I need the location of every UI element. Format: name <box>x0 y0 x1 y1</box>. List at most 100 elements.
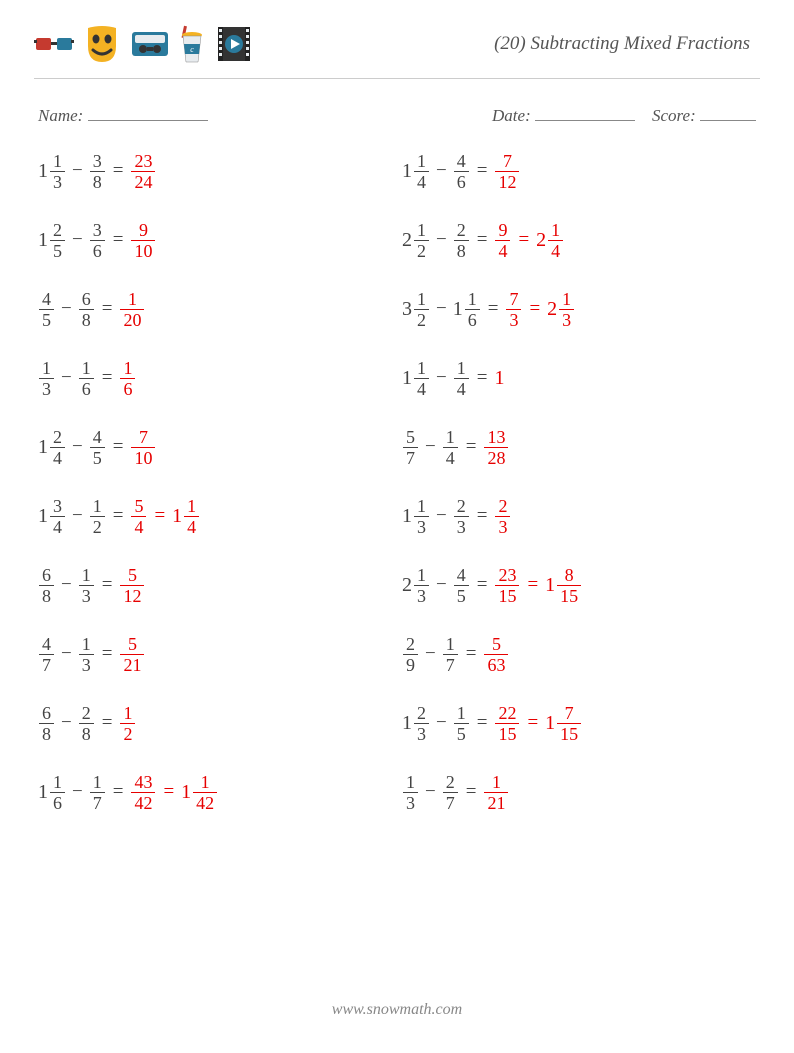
problem: 29−17=563 <box>402 635 756 674</box>
denominator: 4 <box>131 516 146 536</box>
denominator: 5 <box>50 240 65 260</box>
fraction: 23 <box>454 497 469 536</box>
equals-op: = <box>470 712 495 734</box>
numerator: 13 <box>484 428 508 447</box>
fraction: 17 <box>443 635 458 674</box>
numerator: 1 <box>79 359 94 378</box>
fraction: 45 <box>90 428 105 467</box>
fraction: 28 <box>454 221 469 260</box>
fraction: 14 <box>548 221 563 260</box>
name-field[interactable]: Name: <box>38 103 208 126</box>
denominator: 5 <box>454 723 469 743</box>
numerator: 7 <box>500 152 515 171</box>
score-blank[interactable] <box>700 103 756 121</box>
numerator: 1 <box>90 497 105 516</box>
denominator: 15 <box>495 723 519 743</box>
numerator: 3 <box>90 152 105 171</box>
fraction: 68 <box>39 704 54 743</box>
equals-op: = <box>95 367 120 389</box>
denominator: 42 <box>193 792 217 812</box>
equals-op: = <box>511 229 536 251</box>
numerator: 2 <box>79 704 94 723</box>
name-blank[interactable] <box>88 103 208 121</box>
denominator: 4 <box>50 516 65 536</box>
fraction: 13 <box>414 497 429 536</box>
3d-glasses-icon <box>34 24 74 64</box>
film-reel-icon <box>214 24 254 64</box>
vhs-tape-icon <box>130 24 170 64</box>
denominator: 21 <box>120 654 144 674</box>
minus-op: − <box>430 229 453 251</box>
numerator: 7 <box>562 704 577 723</box>
fraction: 14 <box>443 428 458 467</box>
equals-op: = <box>481 298 506 320</box>
fraction: 16 <box>465 290 480 329</box>
numerator: 4 <box>454 566 469 585</box>
problem: 113−23=23 <box>402 497 756 536</box>
equals-op: = <box>470 574 495 596</box>
problem: 45−68=120 <box>38 290 392 329</box>
info-row: Name: Date: Score: <box>38 103 756 126</box>
numerator: 1 <box>79 635 94 654</box>
equals-op: = <box>106 436 131 458</box>
whole-part: 1 <box>38 506 48 526</box>
numerator: 22 <box>495 704 519 723</box>
numerator: 4 <box>90 428 105 447</box>
whole-part: 2 <box>536 230 546 250</box>
denominator: 3 <box>414 516 429 536</box>
score-field[interactable]: Score: <box>652 106 756 125</box>
fraction: 45 <box>39 290 54 329</box>
fraction: 16 <box>50 773 65 812</box>
equals-op: = <box>95 643 120 665</box>
denominator: 28 <box>484 447 508 467</box>
fraction: 4342 <box>131 773 155 812</box>
numerator: 5 <box>125 635 140 654</box>
fraction: 57 <box>403 428 418 467</box>
numerator: 1 <box>414 290 429 309</box>
numerator: 3 <box>90 221 105 240</box>
denominator: 3 <box>495 516 510 536</box>
numerator: 1 <box>198 773 213 792</box>
fraction: 23 <box>495 497 510 536</box>
fraction: 563 <box>484 635 508 674</box>
denominator: 9 <box>403 654 418 674</box>
problem: 113−38=2324 <box>38 152 392 191</box>
soft-drink-icon: c <box>178 24 206 64</box>
numerator: 8 <box>562 566 577 585</box>
minus-op: − <box>66 160 89 182</box>
denominator: 2 <box>414 240 429 260</box>
equals-op: = <box>95 574 120 596</box>
date-blank[interactable] <box>535 103 635 121</box>
fraction: 14 <box>454 359 469 398</box>
fraction: 38 <box>90 152 105 191</box>
problem: 68−13=512 <box>38 566 392 605</box>
fraction: 2215 <box>495 704 519 743</box>
numerator: 1 <box>120 704 135 723</box>
denominator: 6 <box>465 309 480 329</box>
denominator: 7 <box>90 792 105 812</box>
fraction: 73 <box>506 290 521 329</box>
date-field[interactable]: Date: <box>492 106 639 125</box>
fraction: 15 <box>454 704 469 743</box>
numerator: 3 <box>50 497 65 516</box>
equals-op: = <box>459 436 484 458</box>
denominator: 4 <box>184 516 199 536</box>
denominator: 24 <box>131 171 155 191</box>
numerator: 1 <box>454 704 469 723</box>
whole-part: 1 <box>402 161 412 181</box>
minus-op: − <box>430 160 453 182</box>
denominator: 15 <box>557 585 581 605</box>
denominator: 4 <box>443 447 458 467</box>
fraction: 13 <box>403 773 418 812</box>
minus-op: − <box>55 712 78 734</box>
denominator: 4 <box>50 447 65 467</box>
fraction: 46 <box>454 152 469 191</box>
footer-link[interactable]: www.snowmath.com <box>0 1001 794 1019</box>
denominator: 2 <box>414 309 429 329</box>
whole-part: 1 <box>545 575 555 595</box>
denominator: 12 <box>495 171 519 191</box>
numerator: 7 <box>506 290 521 309</box>
numerator: 2 <box>443 773 458 792</box>
fraction: 13 <box>79 635 94 674</box>
whole-part: 1 <box>453 299 463 319</box>
